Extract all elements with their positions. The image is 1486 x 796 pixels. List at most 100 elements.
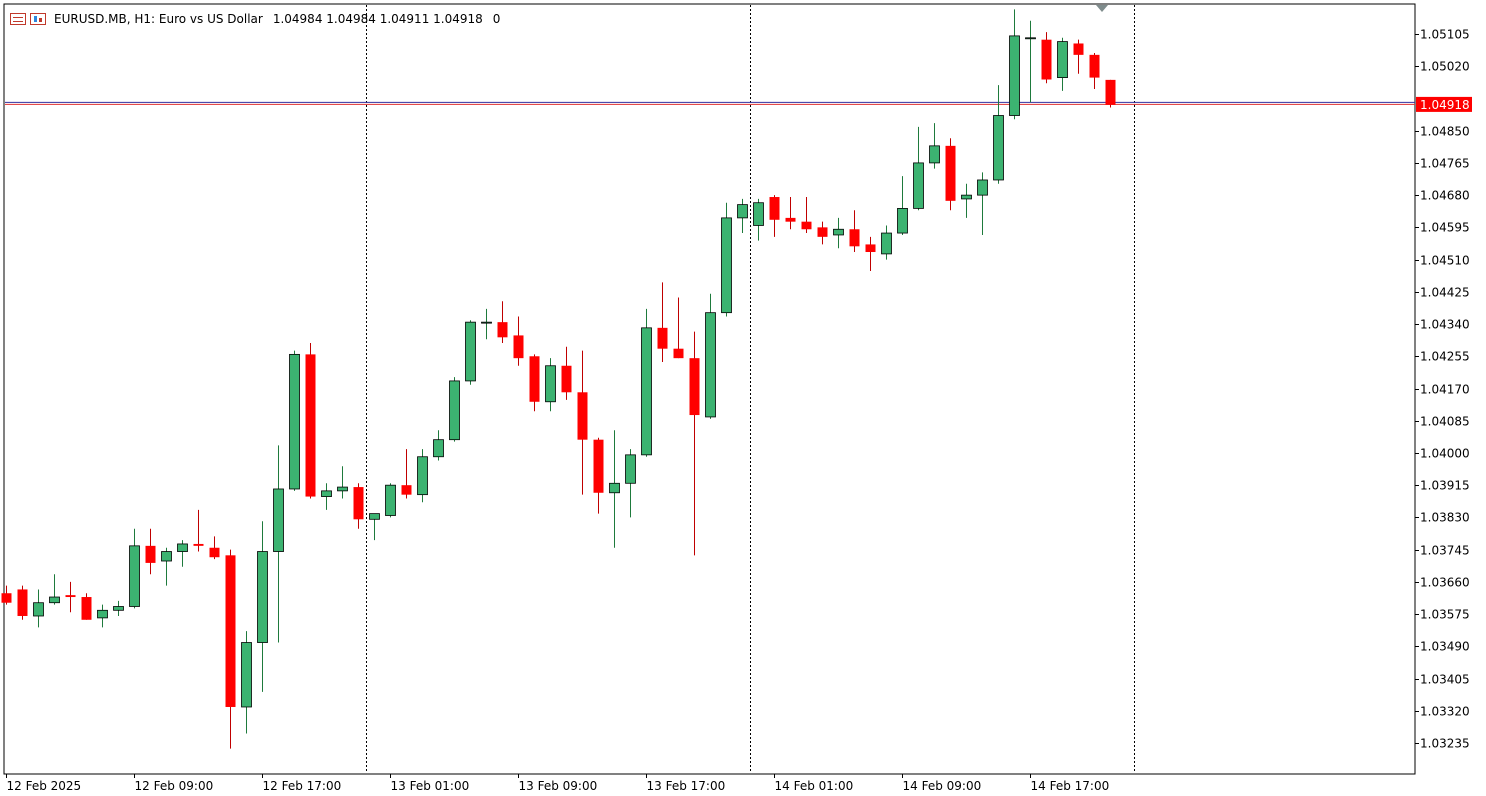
price-lines	[5, 101, 1415, 105]
candle[interactable]	[1009, 9, 1020, 120]
candle[interactable]	[865, 236, 876, 271]
candle[interactable]	[577, 350, 588, 495]
candle-body	[625, 454, 636, 484]
candle[interactable]	[657, 282, 668, 362]
candle[interactable]	[513, 316, 524, 366]
candle[interactable]	[225, 549, 236, 749]
candle[interactable]	[193, 509, 204, 552]
candle[interactable]	[913, 126, 924, 211]
candle[interactable]	[97, 604, 108, 628]
candle[interactable]	[545, 358, 556, 412]
candle[interactable]	[641, 308, 652, 457]
candle[interactable]	[161, 547, 172, 586]
candle-body	[257, 551, 268, 643]
candle[interactable]	[897, 176, 908, 235]
candle[interactable]	[305, 343, 316, 499]
candle[interactable]	[401, 449, 412, 499]
candle[interactable]	[129, 528, 140, 609]
candle[interactable]	[625, 449, 636, 518]
candle-body	[673, 348, 684, 359]
candle-body	[993, 115, 1004, 181]
chart-window-icon[interactable]	[10, 13, 26, 25]
candle-body	[865, 244, 876, 253]
candle[interactable]	[609, 430, 620, 548]
candle-body	[945, 145, 956, 201]
candle[interactable]	[1089, 52, 1100, 89]
candle[interactable]	[209, 536, 220, 560]
candle-body	[17, 589, 28, 616]
candle[interactable]	[753, 198, 764, 241]
time-tick-label: 13 Feb 01:00	[391, 779, 470, 793]
candle[interactable]	[177, 540, 188, 567]
candle[interactable]	[977, 172, 988, 235]
candle[interactable]	[449, 377, 460, 442]
candle[interactable]	[817, 221, 828, 245]
ohlc-values: 1.04984 1.04984 1.04911 1.04918	[272, 12, 483, 26]
candle[interactable]	[801, 197, 812, 234]
candle[interactable]	[1105, 79, 1116, 108]
price-tick-label: 1.03235	[1420, 737, 1470, 751]
candle[interactable]	[497, 301, 508, 344]
candle[interactable]	[929, 123, 940, 169]
candle[interactable]	[961, 183, 972, 218]
candle-body	[545, 365, 556, 403]
candle-body	[529, 356, 540, 402]
candle[interactable]	[529, 354, 540, 412]
candle[interactable]	[257, 521, 268, 692]
candle[interactable]	[49, 574, 60, 605]
price-tick-label: 1.04850	[1420, 125, 1470, 139]
candle[interactable]	[1073, 39, 1084, 74]
candle[interactable]	[881, 225, 892, 260]
candle[interactable]	[337, 466, 348, 499]
candle[interactable]	[785, 197, 796, 230]
candle[interactable]	[385, 483, 396, 518]
candle[interactable]	[369, 513, 380, 541]
candle[interactable]	[65, 581, 76, 613]
candle[interactable]	[673, 297, 684, 359]
candle[interactable]	[417, 449, 428, 503]
candle[interactable]	[945, 138, 956, 211]
candle-body	[433, 439, 444, 458]
candle[interactable]	[1057, 37, 1068, 91]
candle[interactable]	[81, 593, 92, 620]
candle[interactable]	[705, 293, 716, 419]
candle[interactable]	[1041, 32, 1052, 84]
candle[interactable]	[145, 528, 156, 575]
candle-body	[81, 597, 92, 620]
candle[interactable]	[481, 308, 492, 340]
candle[interactable]	[993, 85, 1004, 184]
candle[interactable]	[465, 320, 476, 385]
chart-properties-icon[interactable]	[30, 13, 46, 25]
candle[interactable]	[353, 483, 364, 529]
candle-body	[577, 392, 588, 440]
candle[interactable]	[241, 631, 252, 734]
candle[interactable]	[321, 483, 332, 510]
candle-body	[145, 545, 156, 563]
candle-body	[401, 485, 412, 495]
candle[interactable]	[721, 202, 732, 317]
candle-body	[641, 327, 652, 456]
candle[interactable]	[737, 198, 748, 234]
candle[interactable]	[1, 585, 12, 605]
candle[interactable]	[1025, 20, 1036, 103]
candle[interactable]	[833, 217, 844, 249]
candle[interactable]	[17, 585, 28, 620]
candle[interactable]	[689, 331, 700, 556]
candle-body	[497, 322, 508, 338]
candle[interactable]	[273, 445, 284, 643]
candle[interactable]	[561, 346, 572, 400]
candle-body	[1025, 37, 1036, 40]
candle[interactable]	[113, 600, 124, 616]
time-tick-label: 13 Feb 09:00	[519, 779, 598, 793]
candle[interactable]	[849, 210, 860, 253]
candle[interactable]	[289, 350, 300, 491]
candle[interactable]	[593, 437, 604, 514]
candle-body	[705, 312, 716, 418]
candle[interactable]	[433, 430, 444, 461]
price-tick-label: 1.03320	[1420, 705, 1470, 719]
candle[interactable]	[33, 589, 44, 628]
candle[interactable]	[769, 195, 780, 237]
shift-marker-icon[interactable]	[1096, 5, 1108, 12]
